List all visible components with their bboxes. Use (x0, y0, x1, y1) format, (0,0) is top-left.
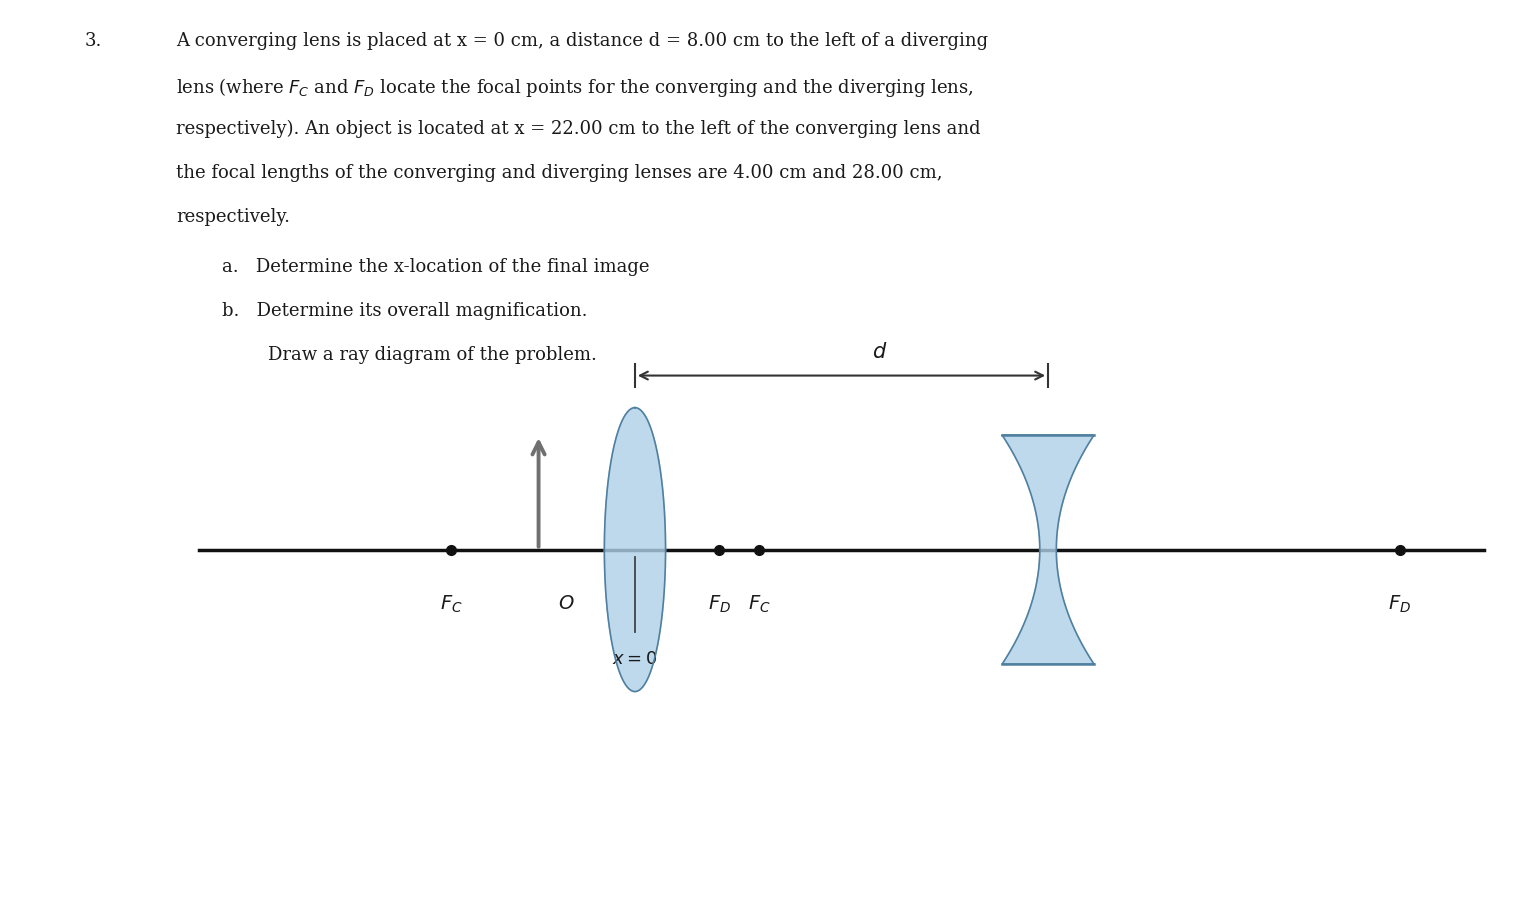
Text: A converging lens is placed at x = 0 cm, a distance d = 8.00 cm to the left of a: A converging lens is placed at x = 0 cm,… (176, 32, 988, 50)
Text: $d$: $d$ (872, 342, 887, 362)
Text: $x = 0$: $x = 0$ (612, 650, 658, 669)
Text: respectively). An object is located at x = 22.00 cm to the left of the convergin: respectively). An object is located at x… (176, 120, 981, 138)
Text: lens (where $F_C$ and $F_D$ locate the focal points for the converging and the d: lens (where $F_C$ and $F_D$ locate the f… (176, 76, 973, 99)
Text: $F_C$: $F_C$ (441, 594, 462, 615)
Text: 3.: 3. (84, 32, 101, 50)
Text: $F_D$: $F_D$ (1388, 594, 1412, 615)
Text: Draw a ray diagram of the problem.: Draw a ray diagram of the problem. (268, 346, 597, 365)
Text: b.   Determine its overall magnification.: b. Determine its overall magnification. (222, 302, 588, 321)
Text: $F_D$: $F_D$ (707, 594, 731, 615)
Text: respectively.: respectively. (176, 208, 291, 226)
Polygon shape (604, 408, 666, 692)
Text: the focal lengths of the converging and diverging lenses are 4.00 cm and 28.00 c: the focal lengths of the converging and … (176, 164, 942, 182)
Text: a.   Determine the x-location of the final image: a. Determine the x-location of the final… (222, 258, 649, 277)
Polygon shape (1002, 435, 1094, 664)
Text: $O$: $O$ (558, 594, 574, 613)
Text: $F_C$: $F_C$ (748, 594, 770, 615)
